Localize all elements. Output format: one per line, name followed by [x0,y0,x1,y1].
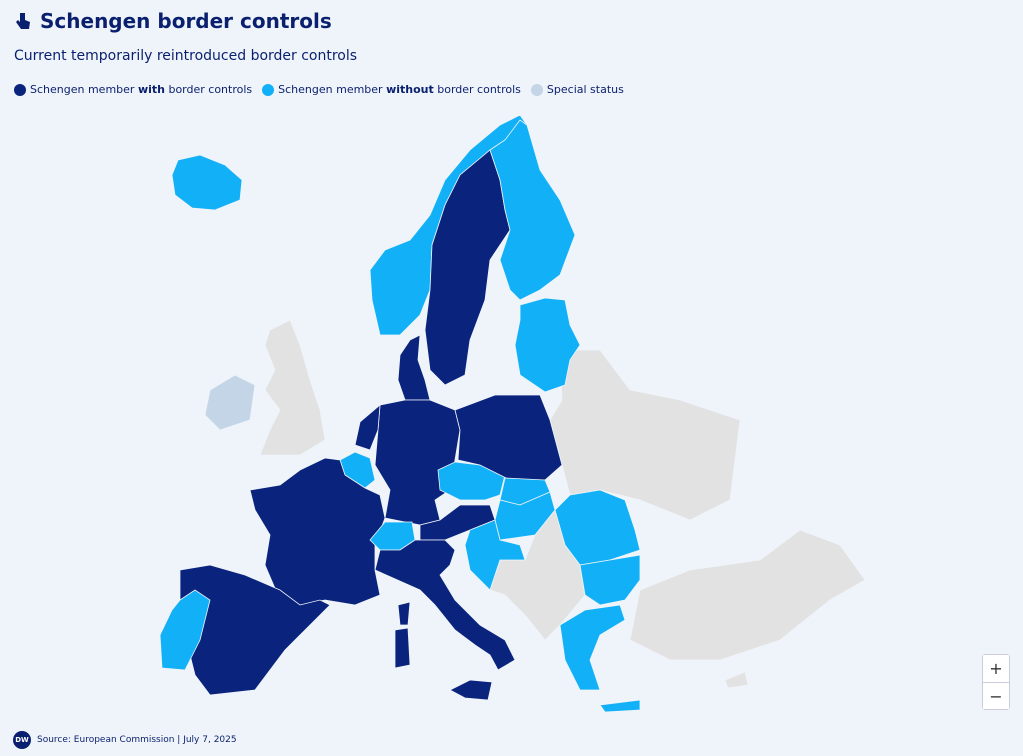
country [397,334,431,401]
title: Schengen border controls [14,9,332,33]
country [579,554,641,606]
legend: Schengen member with border controls Sch… [14,83,624,96]
country [437,461,506,501]
zoom-in[interactable]: + [983,655,1009,682]
legend-item: Schengen member without border controls [262,83,521,96]
country [204,374,256,431]
legend-dot [262,83,275,96]
country [374,399,461,526]
country [599,699,641,713]
country [259,319,326,456]
legend-text: without [386,83,434,96]
legend-dot [14,83,26,96]
country [159,589,211,671]
logo: DW [13,731,31,749]
legend-dot [530,83,543,96]
country [724,671,749,689]
legend-text: border controls [433,83,521,96]
country [554,489,641,566]
country [464,519,526,591]
country [374,539,516,671]
legend-text: with [137,83,165,96]
legend-text: Schengen member [278,83,387,96]
legend-text: Schengen member [30,83,138,96]
legend-text: border controls [164,83,253,96]
country [424,149,511,386]
legend-text: Special status [546,83,624,96]
source: Source: European Commission | July 7, 20… [37,735,237,745]
country [494,491,556,541]
zoom-control: + − [982,654,1010,710]
country [514,297,581,393]
country [489,119,576,301]
subtitle: Current temporarily reintroduced border … [14,48,358,64]
country [171,154,243,211]
country [394,627,411,669]
country [354,404,381,451]
legend-item: Schengen member with border controls [14,83,252,96]
legend-label: Schengen member with border controls [30,83,252,96]
legend-label: Schengen member without border controls [278,83,521,96]
countries [159,114,866,713]
country [397,601,411,626]
zoom-out[interactable]: − [983,682,1009,709]
country [249,457,386,606]
country [449,679,493,701]
hand-icon [16,13,30,29]
title-text: Schengen border controls [40,9,332,33]
legend-item: Special status [530,83,624,96]
country [629,529,866,661]
footer: DW Source: European Commission | July 7,… [13,731,237,749]
map [159,114,866,713]
country [559,604,626,691]
